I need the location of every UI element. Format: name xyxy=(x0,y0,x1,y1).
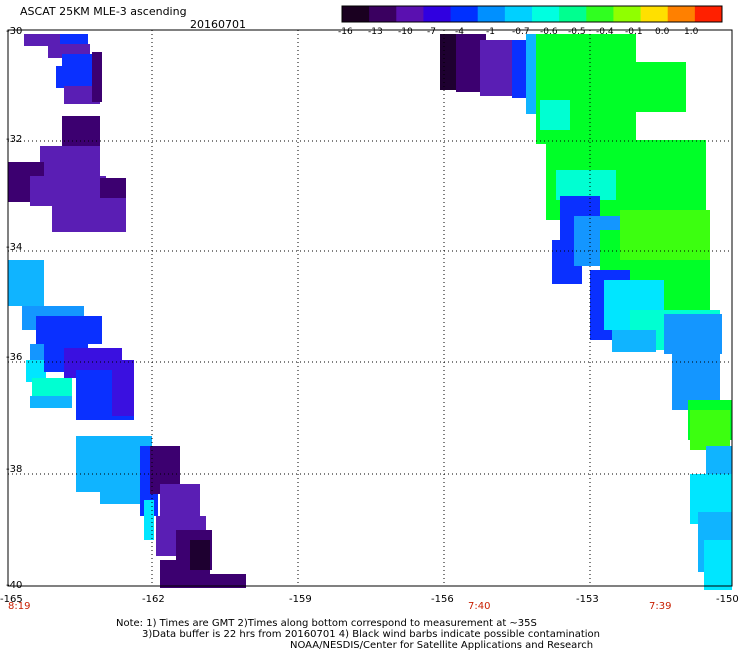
plot-border xyxy=(7,29,733,587)
swath-cell xyxy=(24,34,60,46)
swath-time-label: 8:19 xyxy=(8,601,31,612)
lat-label: -40 xyxy=(6,580,23,591)
swath-cell xyxy=(112,360,134,416)
swath-cell xyxy=(540,100,570,130)
swath-cell xyxy=(690,410,730,450)
swath-cell xyxy=(706,446,732,476)
colorbar xyxy=(341,5,723,23)
swath-cell xyxy=(92,52,102,102)
colorbar-swatch xyxy=(613,6,642,22)
swath-cell xyxy=(64,86,100,104)
colorbar-tick: -0.5 xyxy=(568,27,586,37)
lat-label: -34 xyxy=(6,242,23,253)
colorbar-swatch xyxy=(667,6,696,22)
lon-label: -165 xyxy=(0,594,23,605)
map-title: ASCAT 25KM MLE-3 ascending xyxy=(20,5,187,18)
lon-label: -150 xyxy=(716,594,739,605)
swath-time-label: 7:40 xyxy=(468,601,491,612)
colorbar-swatch xyxy=(559,6,587,22)
swath-cell xyxy=(26,360,46,382)
swath-cell xyxy=(612,330,656,352)
lon-label: -156 xyxy=(431,594,454,605)
swath-cell xyxy=(40,146,100,178)
colorbar-swatch xyxy=(640,6,669,22)
lat-label: -36 xyxy=(6,352,23,363)
colorbar-tick: -7 xyxy=(427,27,436,37)
colorbar-swatch xyxy=(450,6,479,22)
swath-cell xyxy=(664,314,722,354)
colorbar-swatch xyxy=(396,6,424,22)
swath-cell xyxy=(100,490,140,504)
colorbar-tick: -1 xyxy=(486,27,495,37)
note-line-3: NOAA/NESDIS/Center for Satellite Applica… xyxy=(290,640,594,651)
swath-cell xyxy=(56,66,96,88)
lat-label: -30 xyxy=(6,26,23,37)
swath-cell xyxy=(30,396,72,408)
swath-cell xyxy=(704,540,732,590)
swath-cell xyxy=(100,178,126,198)
colorbar-tick: -0.7 xyxy=(512,27,530,37)
colorbar-swatch xyxy=(586,6,614,22)
colorbar-tick: -0.1 xyxy=(625,27,643,37)
data-swaths xyxy=(8,34,732,590)
colorbar-tick: -0.4 xyxy=(596,27,614,37)
swath-cell xyxy=(36,316,102,344)
swath-cell xyxy=(160,484,200,518)
swath-cell xyxy=(62,54,92,66)
colorbar-swatch xyxy=(342,6,370,22)
colorbar-swatch xyxy=(423,6,452,22)
colorbar-tick: -4 xyxy=(455,27,464,37)
colorbar-tick: 1.0 xyxy=(684,27,699,37)
lat-label: -38 xyxy=(6,464,23,475)
swath-cell xyxy=(76,436,152,492)
colorbar-swatch xyxy=(477,6,506,22)
swath-cell xyxy=(62,116,100,148)
swath-cell xyxy=(190,540,210,570)
lat-label: -32 xyxy=(6,134,23,145)
map-date: 20160701 xyxy=(190,18,246,31)
swath-cell xyxy=(480,40,514,96)
swath-cell xyxy=(636,62,686,112)
swath-time-label: 7:39 xyxy=(649,601,672,612)
colorbar-border xyxy=(341,5,723,23)
lat-lon-gridlines xyxy=(8,30,732,586)
lon-label: -159 xyxy=(289,594,312,605)
swath-cell xyxy=(440,34,458,90)
swath-cell xyxy=(144,500,154,540)
swath-cell xyxy=(620,210,710,260)
colorbar-tick: -10 xyxy=(398,27,413,37)
colorbar-swatch xyxy=(694,6,723,22)
lon-label: -153 xyxy=(576,594,599,605)
colorbar-tick: -0.6 xyxy=(540,27,558,37)
swath-cell xyxy=(556,170,616,200)
swath-cell xyxy=(160,574,246,588)
note-line-2: 3)Data buffer is 22 hrs from 20160701 4)… xyxy=(142,629,600,640)
colorbar-tick: -16 xyxy=(338,27,353,37)
colorbar-tick: 0.0 xyxy=(655,27,670,37)
colorbar-tick: -13 xyxy=(368,27,383,37)
colorbar-swatch xyxy=(532,6,560,22)
note-line-1: Note: 1) Times are GMT 2)Times along bot… xyxy=(116,618,537,629)
colorbar-swatch xyxy=(504,6,533,22)
lon-label: -162 xyxy=(142,594,165,605)
swath-cell xyxy=(8,260,44,306)
colorbar-swatch xyxy=(369,6,397,22)
swath-cell xyxy=(60,34,88,44)
